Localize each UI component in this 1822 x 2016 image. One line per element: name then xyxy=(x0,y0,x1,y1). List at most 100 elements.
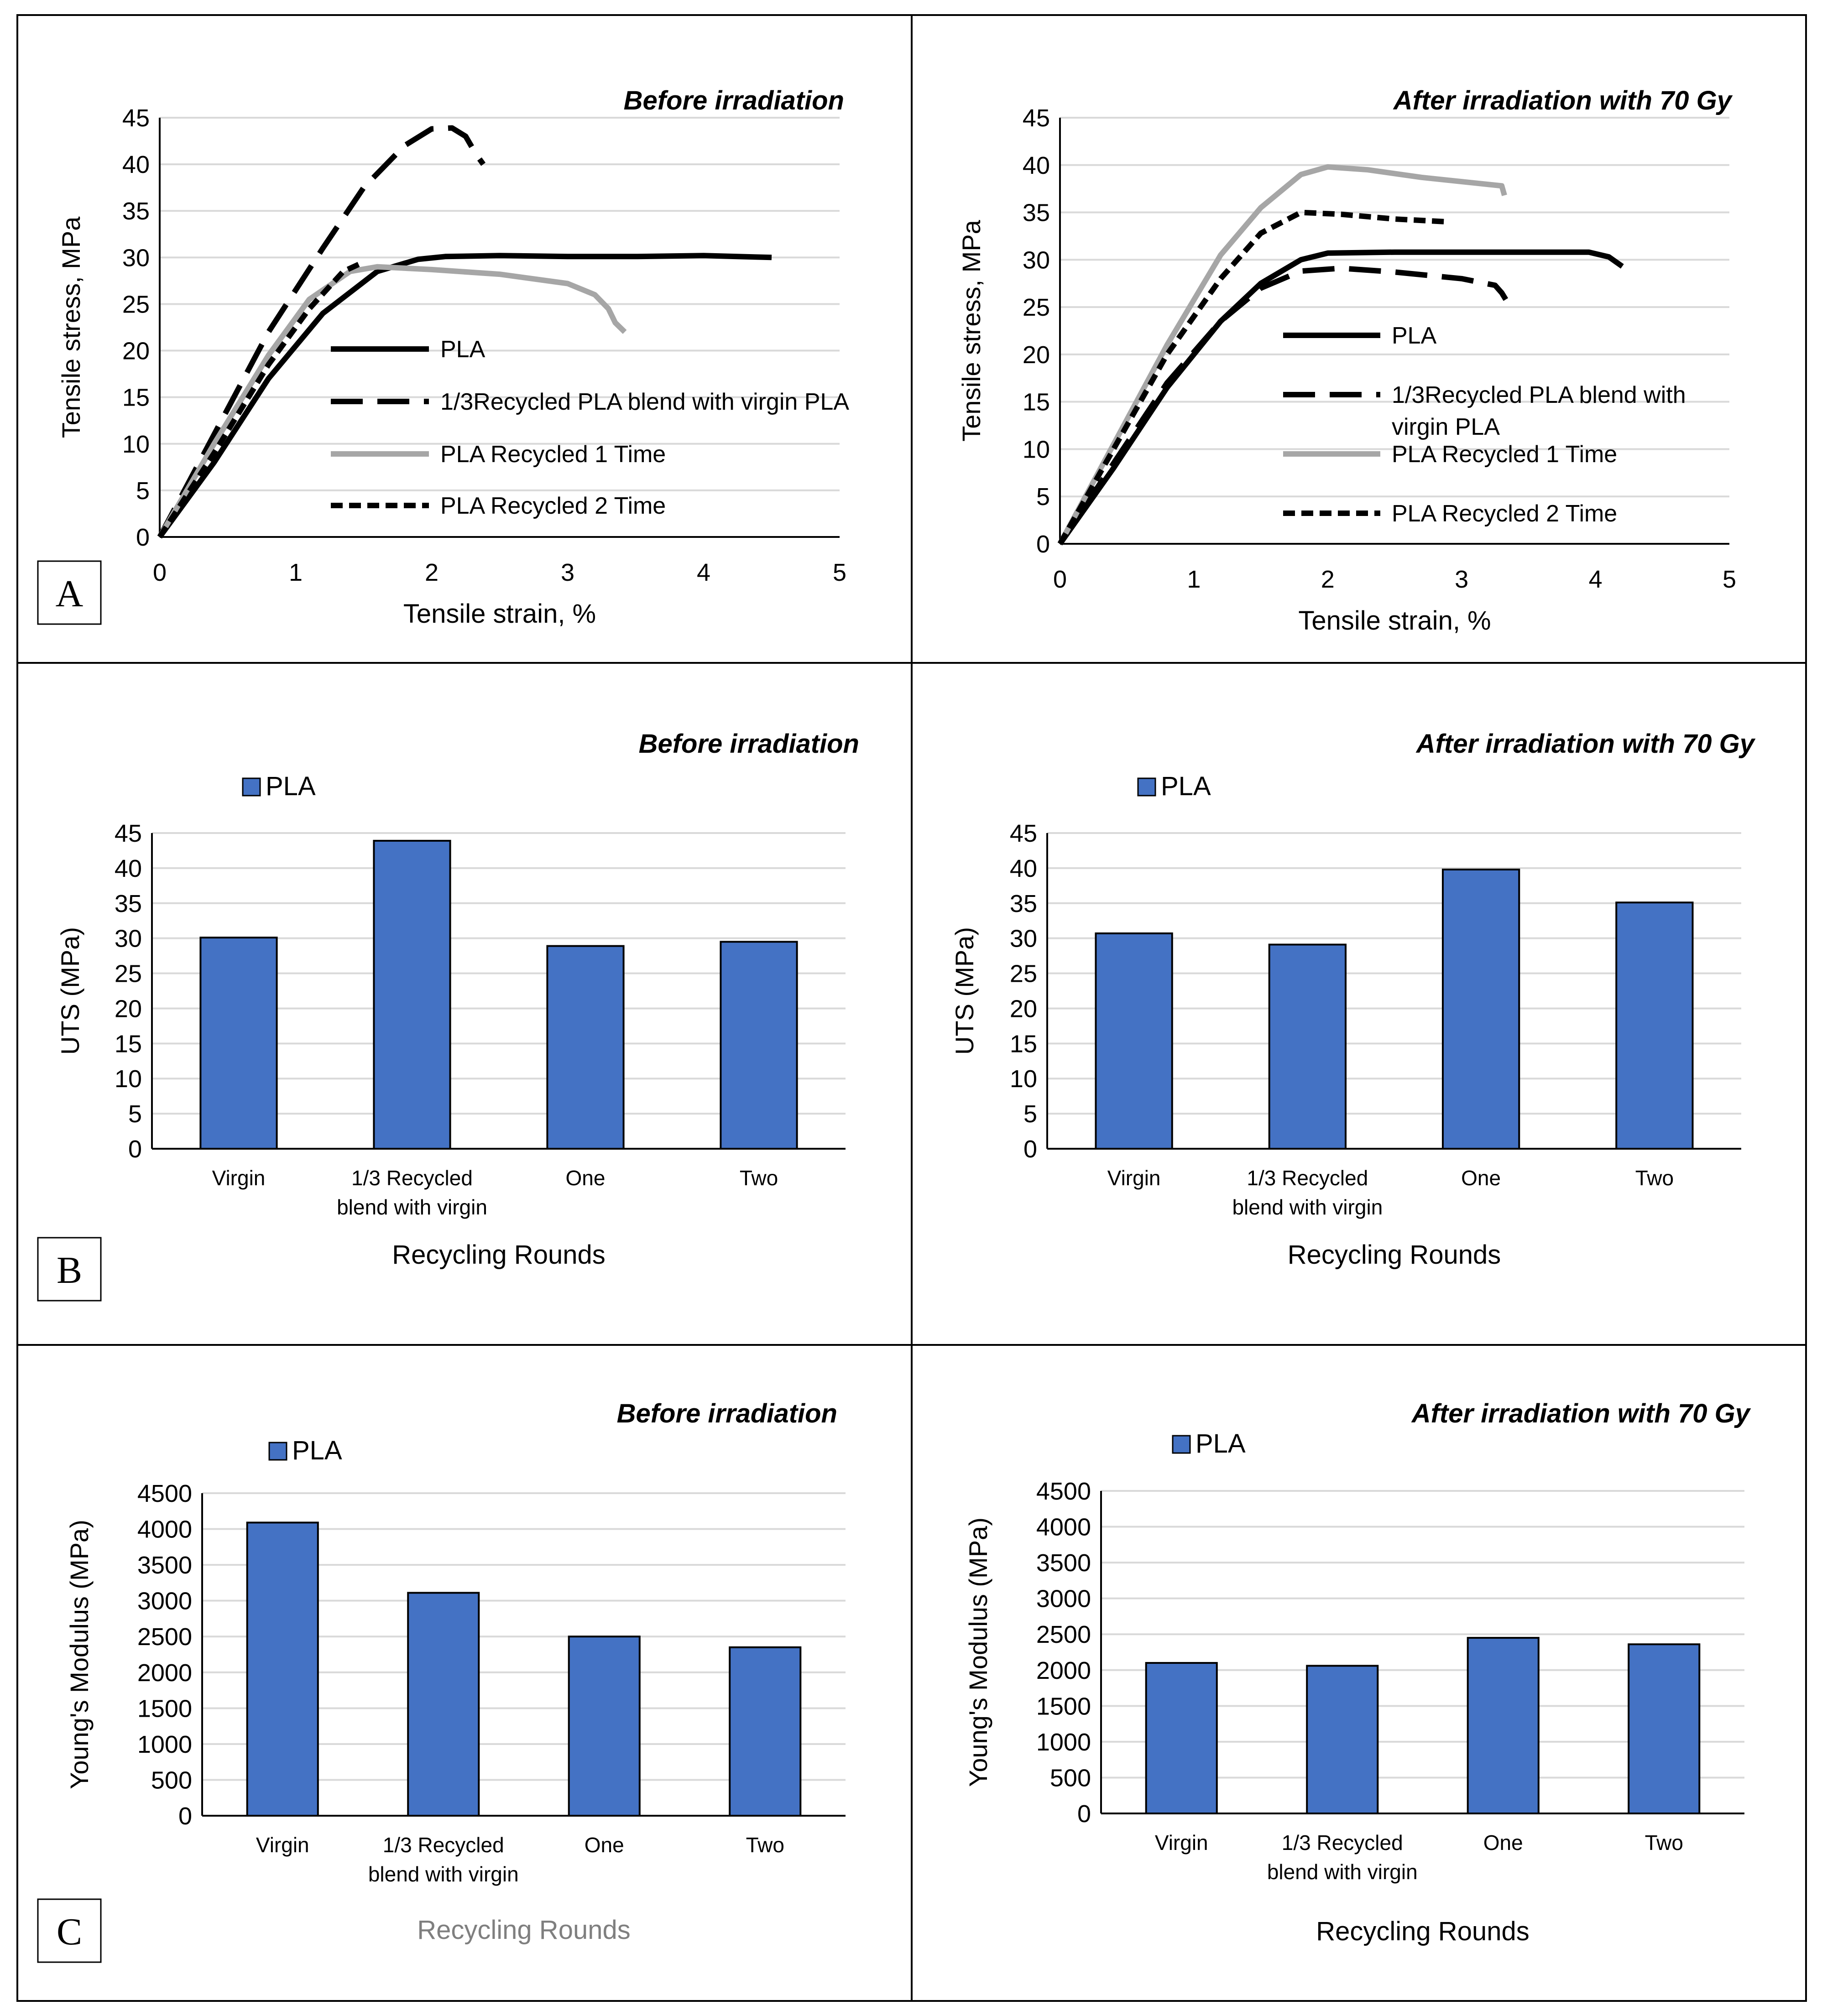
y-tick-label: 35 xyxy=(115,890,142,917)
legend-label: PLA Recycled 2 Time xyxy=(1392,500,1617,527)
x-axis-label: Recycling Rounds xyxy=(1288,1240,1501,1270)
chart-title: Before irradiation xyxy=(617,1399,837,1428)
y-axis-label: Young's Modulus (MPa) xyxy=(964,1517,992,1787)
y-tick-label: 35 xyxy=(122,198,150,225)
bar-1 xyxy=(1095,932,1173,1150)
x-tick-label: 5 xyxy=(833,559,846,586)
legend-label: PLA xyxy=(266,771,316,801)
legend-label: PLA Recycled 2 Time xyxy=(440,493,666,519)
y-tick-label: 20 xyxy=(1010,995,1037,1022)
y-tick-label: 4000 xyxy=(137,1516,192,1543)
x-category-label: 1/3 Recycled blend with virgin xyxy=(368,1833,519,1886)
x-category-label: Virgin xyxy=(256,1833,309,1857)
y-tick-label: 30 xyxy=(1010,925,1037,953)
x-category-label-line: 1/3 Recycled xyxy=(383,1833,504,1857)
x-tick-label: 0 xyxy=(1053,566,1067,593)
legend-label: 1/3Recycled PLA blend with virgin PLA xyxy=(440,389,849,415)
x-category-label: One xyxy=(566,1166,606,1190)
chart-title: Before irradiation xyxy=(639,729,859,759)
y-tick-label: 25 xyxy=(122,291,150,318)
bar-4 xyxy=(720,941,798,1150)
y-tick-label: 25 xyxy=(115,960,142,988)
panel-label-box xyxy=(37,1898,102,1963)
x-category-label: 1/3 Recycled blend with virgin xyxy=(1267,1831,1418,1884)
y-tick-label: 0 xyxy=(1036,531,1050,558)
chart-B-before: Before irradiation 0 5 10 15 20 25 30 35 40 45 UTS … xyxy=(56,729,859,1270)
y-tick-label: 0 xyxy=(136,524,150,551)
y-tick-label: 40 xyxy=(122,151,150,178)
x-category-label: Two xyxy=(746,1833,784,1857)
y-tick-label: 30 xyxy=(122,244,150,271)
y-tick-label: 15 xyxy=(122,384,150,412)
bar-1 xyxy=(1145,1662,1218,1814)
x-category-label: Two xyxy=(1645,1831,1683,1855)
panel-label-B: B xyxy=(37,1237,102,1302)
x-category-label-line: blend with virgin xyxy=(1267,1860,1418,1884)
bar-2 xyxy=(1268,943,1347,1150)
y-axis-label: Tensile stress, MPa xyxy=(57,216,85,438)
x-axis-label: Recycling Rounds xyxy=(392,1240,605,1270)
y-tick-label: 0 xyxy=(178,1802,192,1830)
x-tick-label: 3 xyxy=(561,559,574,586)
chart-A-before: Before irradiation051015202530354045Tens… xyxy=(57,86,849,629)
x-axis-label: Tensile strain, % xyxy=(1298,606,1491,636)
series-line-2 xyxy=(1058,266,1509,546)
y-tick-label: 15 xyxy=(115,1030,142,1057)
chart-B-after: After irradiation with 70 Gy 0 5 10 15 20 25 30… xyxy=(950,729,1756,1270)
x-tick-label: 2 xyxy=(1321,566,1335,593)
panel-label-box xyxy=(37,560,102,625)
x-category-label: One xyxy=(1461,1166,1501,1190)
y-tick-label: 10 xyxy=(1010,1065,1037,1093)
y-tick-label: 2500 xyxy=(137,1623,192,1651)
legend-label: PLA xyxy=(1392,323,1437,349)
y-tick-label: 30 xyxy=(1023,246,1050,274)
bar-4 xyxy=(729,1646,802,1817)
y-tick-label: 0 xyxy=(1077,1800,1091,1828)
y-tick-label: 5 xyxy=(1023,1100,1037,1128)
x-category-label-line: Two xyxy=(740,1166,778,1190)
x-category-label: One xyxy=(585,1833,624,1857)
y-axis-label: Tensile stress, MPa xyxy=(957,219,986,441)
y-tick-label: 4500 xyxy=(1036,1478,1091,1505)
legend-label-line: virgin PLA xyxy=(1392,414,1500,440)
x-category-label-line: Virgin xyxy=(256,1833,309,1857)
y-tick-label: 5 xyxy=(128,1100,142,1128)
x-category-label-line: Two xyxy=(1635,1166,1674,1190)
y-tick-label: 40 xyxy=(1023,152,1050,179)
panel-label-text: B xyxy=(57,1249,82,1292)
bar-3 xyxy=(1467,1637,1540,1815)
y-tick-label: 5 xyxy=(1036,483,1050,511)
bar-1 xyxy=(199,937,278,1150)
panel-label-text: C xyxy=(57,1911,82,1953)
y-tick-label: 1000 xyxy=(137,1731,192,1758)
y-tick-label: 1500 xyxy=(1036,1693,1091,1720)
chart-A-after: After irradiation with 70 Gy051015202530… xyxy=(957,86,1736,636)
x-category-label: 1/3 Recycled blend with virgin xyxy=(337,1166,487,1219)
x-category-label-line: 1/3 Recycled xyxy=(1247,1166,1368,1190)
chart-title: After irradiation with 70 Gy xyxy=(1411,1399,1751,1428)
x-category-label-line: blend with virgin xyxy=(337,1195,487,1219)
x-tick-label: 2 xyxy=(425,559,439,586)
x-category-label: Virgin xyxy=(1107,1166,1161,1190)
series-line-1 xyxy=(157,253,772,539)
y-tick-label: 45 xyxy=(1023,104,1050,132)
y-tick-label: 3500 xyxy=(137,1552,192,1579)
panel-label-box xyxy=(37,1237,102,1302)
x-category-label-line: One xyxy=(585,1833,624,1857)
x-category-label: Virgin xyxy=(212,1166,266,1190)
legend-label: PLA xyxy=(440,336,486,363)
x-category-label-line: One xyxy=(1461,1166,1501,1190)
panel-label-C: C xyxy=(37,1898,102,1963)
y-tick-label: 30 xyxy=(115,925,142,953)
x-category-label-line: Two xyxy=(1645,1831,1683,1855)
bar-3 xyxy=(1441,868,1520,1150)
x-category-label-line: 1/3 Recycled xyxy=(1282,1831,1403,1855)
y-tick-label: 10 xyxy=(1023,436,1050,463)
panel-label-text: A xyxy=(56,573,84,615)
x-category-label-line: One xyxy=(1483,1831,1523,1855)
x-category-label: Virgin xyxy=(1155,1831,1208,1855)
y-tick-label: 1500 xyxy=(137,1695,192,1722)
y-tick-label: 20 xyxy=(115,995,142,1022)
x-category-label-line: blend with virgin xyxy=(1232,1195,1383,1219)
y-tick-label: 3000 xyxy=(1036,1585,1091,1613)
